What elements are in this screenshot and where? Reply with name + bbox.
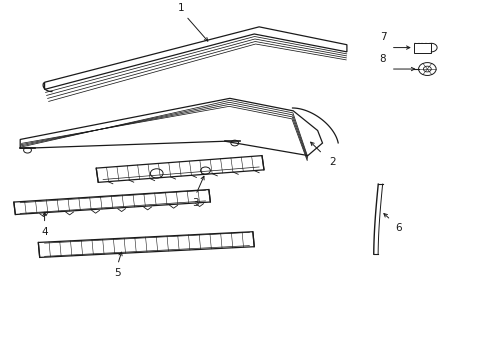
Text: 1: 1 <box>178 3 184 13</box>
Polygon shape <box>96 156 264 183</box>
Polygon shape <box>14 190 210 215</box>
Polygon shape <box>44 27 346 89</box>
FancyBboxPatch shape <box>413 42 430 53</box>
Text: 3: 3 <box>192 198 199 208</box>
Polygon shape <box>20 98 322 156</box>
Text: 5: 5 <box>114 268 121 278</box>
Text: 7: 7 <box>379 32 386 42</box>
Text: 6: 6 <box>394 224 401 234</box>
Text: 8: 8 <box>378 54 385 64</box>
Text: 2: 2 <box>328 157 335 167</box>
Polygon shape <box>38 232 254 257</box>
Text: 4: 4 <box>41 227 48 237</box>
